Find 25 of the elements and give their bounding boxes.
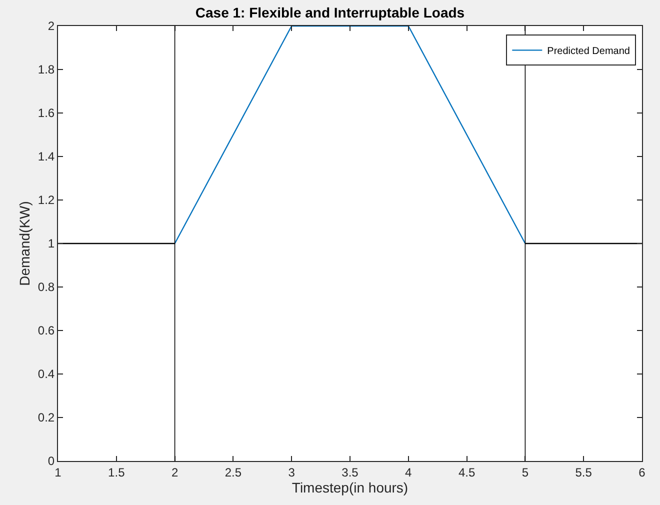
x-tick-label: 4 bbox=[405, 465, 412, 480]
y-axis-title: Demand(KW) bbox=[16, 201, 33, 286]
y-tick-label: 0.8 bbox=[38, 280, 55, 294]
y-tick-label: 1.2 bbox=[38, 193, 55, 208]
x-tick-label: 3 bbox=[288, 465, 296, 480]
x-tick-label: 5 bbox=[522, 465, 529, 480]
x-tick-label: 1.5 bbox=[108, 465, 126, 480]
y-tick-label: 2 bbox=[48, 19, 55, 34]
y-tick-label: 1.8 bbox=[38, 62, 55, 77]
x-tick-label: 2 bbox=[171, 465, 178, 480]
x-tick-label: 4.5 bbox=[458, 465, 476, 480]
x-tick-label: 6 bbox=[638, 465, 646, 480]
x-tick-label: 2.5 bbox=[224, 465, 242, 480]
x-axis-title: Timestep(in hours) bbox=[292, 480, 408, 496]
y-tick-label: 1 bbox=[48, 236, 55, 251]
y-tick-label: 1.6 bbox=[38, 106, 55, 120]
x-tick-label: 5.5 bbox=[575, 465, 592, 480]
y-tick-label: 0.4 bbox=[38, 367, 55, 382]
y-tick-label: 0.2 bbox=[38, 410, 55, 425]
x-tick-label: 3.5 bbox=[342, 465, 359, 480]
legend-label: Predicted Demand bbox=[547, 46, 630, 58]
chart-title: Case 1: Flexible and Interruptable Loads bbox=[195, 4, 465, 20]
y-tick-label: 1.4 bbox=[38, 150, 55, 164]
y-tick-label: 0.6 bbox=[38, 324, 55, 338]
y-tick-label: 0 bbox=[48, 454, 55, 468]
